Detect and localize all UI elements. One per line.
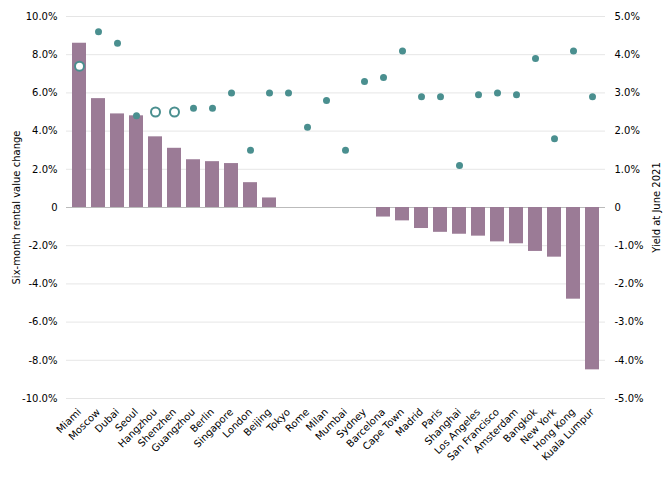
svg-text:Bangkok: Bangkok bbox=[501, 406, 540, 445]
svg-text:Los Angeles: Los Angeles bbox=[432, 406, 483, 457]
svg-text:Guangzhou: Guangzhou bbox=[149, 406, 197, 454]
svg-text:3.0%: 3.0% bbox=[615, 87, 640, 98]
svg-text:Rome: Rome bbox=[283, 406, 311, 434]
svg-text:2.0%: 2.0% bbox=[32, 164, 57, 175]
svg-text:4.0%: 4.0% bbox=[32, 125, 57, 136]
svg-text:-4.0%: -4.0% bbox=[615, 355, 644, 366]
svg-text:Hangzhou: Hangzhou bbox=[115, 406, 160, 450]
svg-text:-4.0%: -4.0% bbox=[28, 278, 57, 289]
svg-text:San Francisco: San Francisco bbox=[444, 406, 502, 463]
svg-text:Shenzhen: Shenzhen bbox=[135, 406, 179, 449]
svg-text:New York: New York bbox=[518, 406, 559, 447]
svg-text:Singapore: Singapore bbox=[191, 406, 236, 450]
svg-text:10.0%: 10.0% bbox=[26, 11, 58, 22]
svg-text:1.0%: 1.0% bbox=[615, 164, 640, 175]
svg-text:-8.0%: -8.0% bbox=[28, 355, 57, 366]
svg-text:Moscow: Moscow bbox=[66, 406, 103, 443]
svg-text:Cape Town: Cape Town bbox=[360, 406, 407, 453]
svg-text:Six-month rental value change: Six-month rental value change bbox=[11, 131, 22, 285]
svg-text:6.0%: 6.0% bbox=[32, 87, 57, 98]
svg-text:-2.0%: -2.0% bbox=[615, 278, 644, 289]
svg-text:Kuala Lumpur: Kuala Lumpur bbox=[540, 406, 597, 463]
svg-text:2.0%: 2.0% bbox=[615, 125, 640, 136]
svg-text:Beijing: Beijing bbox=[241, 406, 274, 439]
svg-text:Seoul: Seoul bbox=[112, 406, 141, 434]
svg-text:London: London bbox=[220, 406, 255, 440]
svg-text:0: 0 bbox=[615, 202, 621, 213]
svg-text:0: 0 bbox=[51, 202, 57, 213]
svg-text:Berlin: Berlin bbox=[187, 406, 217, 435]
svg-text:Amsterdam: Amsterdam bbox=[471, 406, 521, 455]
svg-text:Barcelona: Barcelona bbox=[344, 406, 388, 450]
svg-text:Mumbai: Mumbai bbox=[313, 406, 350, 443]
svg-text:Milan: Milan bbox=[303, 406, 331, 433]
svg-text:Hong Kong: Hong Kong bbox=[530, 406, 578, 453]
svg-text:-3.0%: -3.0% bbox=[615, 316, 644, 327]
svg-text:-1.0%: -1.0% bbox=[615, 240, 644, 251]
svg-text:Shanghai: Shanghai bbox=[422, 406, 464, 448]
svg-text:Madrid: Madrid bbox=[393, 406, 426, 439]
svg-text:-5.0%: -5.0% bbox=[615, 393, 644, 404]
svg-text:Tokyo: Tokyo bbox=[264, 406, 293, 434]
svg-text:Paris: Paris bbox=[419, 406, 445, 431]
svg-text:4.0%: 4.0% bbox=[615, 49, 640, 60]
svg-text:5.0%: 5.0% bbox=[615, 11, 640, 22]
svg-text:Miami: Miami bbox=[54, 406, 84, 436]
svg-text:-6.0%: -6.0% bbox=[28, 316, 57, 327]
svg-text:Yield at June 2021: Yield at June 2021 bbox=[651, 162, 662, 254]
svg-text:Dubai: Dubai bbox=[92, 406, 122, 435]
svg-text:Sydney: Sydney bbox=[334, 406, 369, 441]
svg-text:-10.0%: -10.0% bbox=[22, 393, 57, 404]
svg-text:8.0%: 8.0% bbox=[32, 49, 57, 60]
svg-text:-2.0%: -2.0% bbox=[28, 240, 57, 251]
